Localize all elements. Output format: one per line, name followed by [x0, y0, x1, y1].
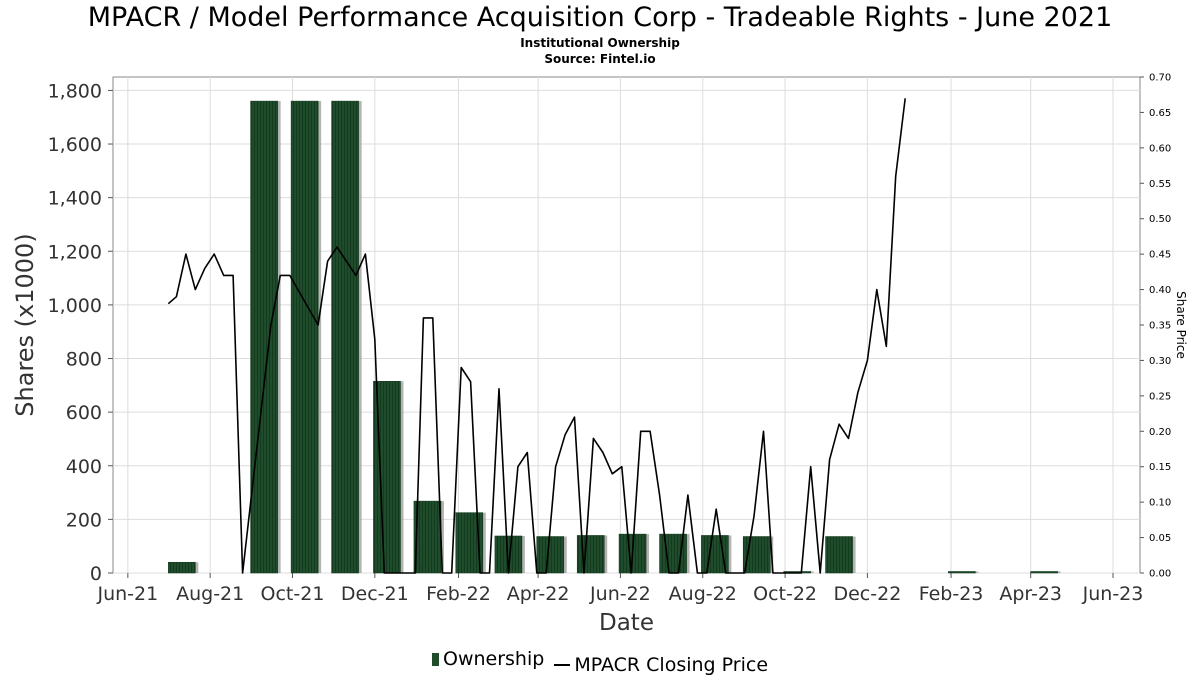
y2-tick-label: 0.60: [1149, 143, 1171, 154]
chart-legend: Ownership MPACR Closing Price: [0, 648, 1200, 676]
y2-tick-label: 0.15: [1149, 462, 1171, 473]
chart-title: MPACR / Model Performance Acquisition Co…: [87, 2, 1113, 33]
x-tick-label: Oct-22: [753, 583, 817, 605]
y-tick-label: 1,600: [48, 134, 102, 156]
x-tick-label: Apr-22: [507, 583, 570, 605]
x-axis-label: Date: [599, 610, 654, 636]
y2-tick-label: 0.40: [1149, 285, 1171, 296]
ownership-bar: [168, 561, 196, 574]
y2-tick-label: 0.70: [1149, 73, 1171, 84]
ownership-bar: [1030, 571, 1058, 574]
y2-tick-label: 0.05: [1149, 533, 1171, 544]
y-axis-ticks: 0 200 400 600 800 1,000 1,200 1,400 1,600 1,800: [48, 80, 113, 585]
y-tick-label: 1,400: [48, 188, 102, 210]
ownership-bar: [825, 536, 853, 574]
y2-tick-label: 0.25: [1149, 391, 1171, 402]
y-tick-label: 400: [66, 456, 102, 478]
legend-label-price: MPACR Closing Price: [574, 653, 769, 676]
y2-tick-label: 0.00: [1149, 569, 1171, 580]
legend-item-ownership[interactable]: Ownership: [431, 648, 545, 670]
y2-tick-label: 0.10: [1149, 498, 1171, 509]
x-tick-label: Feb-22: [426, 583, 491, 605]
y2-tick-label: 0.65: [1149, 108, 1171, 119]
y2-tick-label: 0.45: [1149, 250, 1171, 261]
legend-label-ownership: Ownership: [442, 648, 545, 670]
y2-tick-label: 0.30: [1149, 356, 1171, 367]
y-tick-label: 1,200: [48, 241, 102, 263]
y2-axis-label: Share Price: [1174, 291, 1188, 359]
ownership-bar: [290, 100, 319, 574]
y2-tick-label: 0.35: [1149, 321, 1171, 332]
x-tick-label: Apr-23: [999, 583, 1062, 605]
legend-line-swatch-icon: [554, 663, 571, 666]
y2-tick-label: 0.20: [1149, 427, 1171, 438]
chart-subtitle-source: Source: Fintel.io: [544, 52, 656, 66]
y-tick-label: 200: [66, 509, 102, 531]
x-axis-ticks: Jun-21 Aug-21 Oct-21 Dec-21 Feb-22 Apr-22 Jun-…: [96, 573, 1143, 605]
y2-axis-ticks: 0.00 0.05 0.10 0.15 0.20 0.25 0.30 0.35 0.40 0.45…: [1140, 73, 1171, 580]
x-tick-label: Oct-21: [261, 583, 325, 605]
price-line: [167, 98, 906, 574]
chart-subtitle-ownership: Institutional Ownership: [520, 36, 680, 50]
y-tick-label: 1,800: [48, 80, 102, 102]
x-tick-label: Jun-21: [96, 583, 158, 605]
x-tick-label: Aug-21: [176, 583, 244, 605]
ownership-bar: [536, 536, 565, 574]
legend-item-price[interactable]: MPACR Closing Price: [554, 654, 768, 676]
y-axis-label: Shares (x1000): [11, 233, 39, 416]
x-tick-label: Aug-22: [669, 583, 737, 605]
ownership-bar: [331, 100, 359, 574]
x-tick-label: Dec-21: [341, 583, 409, 605]
x-tick-label: Feb-23: [919, 583, 984, 605]
x-tick-label: Dec-22: [833, 583, 901, 605]
x-tick-label: Jun-22: [589, 583, 651, 605]
y-tick-label: 1,000: [48, 295, 102, 317]
y2-tick-label: 0.50: [1149, 214, 1171, 225]
y-tick-label: 0: [90, 563, 102, 585]
legend-bar-swatch-icon: [431, 652, 439, 666]
x-tick-label: Jun-23: [1082, 583, 1144, 605]
ownership-bars: [168, 100, 1061, 574]
ownership-bar: [701, 535, 729, 574]
y-tick-label: 800: [66, 349, 102, 371]
plot-area: [112, 76, 1141, 574]
y2-tick-label: 0.55: [1149, 179, 1171, 190]
ownership-bar: [948, 571, 976, 574]
ownership-bar: [250, 100, 278, 574]
y-tick-label: 600: [66, 402, 102, 424]
